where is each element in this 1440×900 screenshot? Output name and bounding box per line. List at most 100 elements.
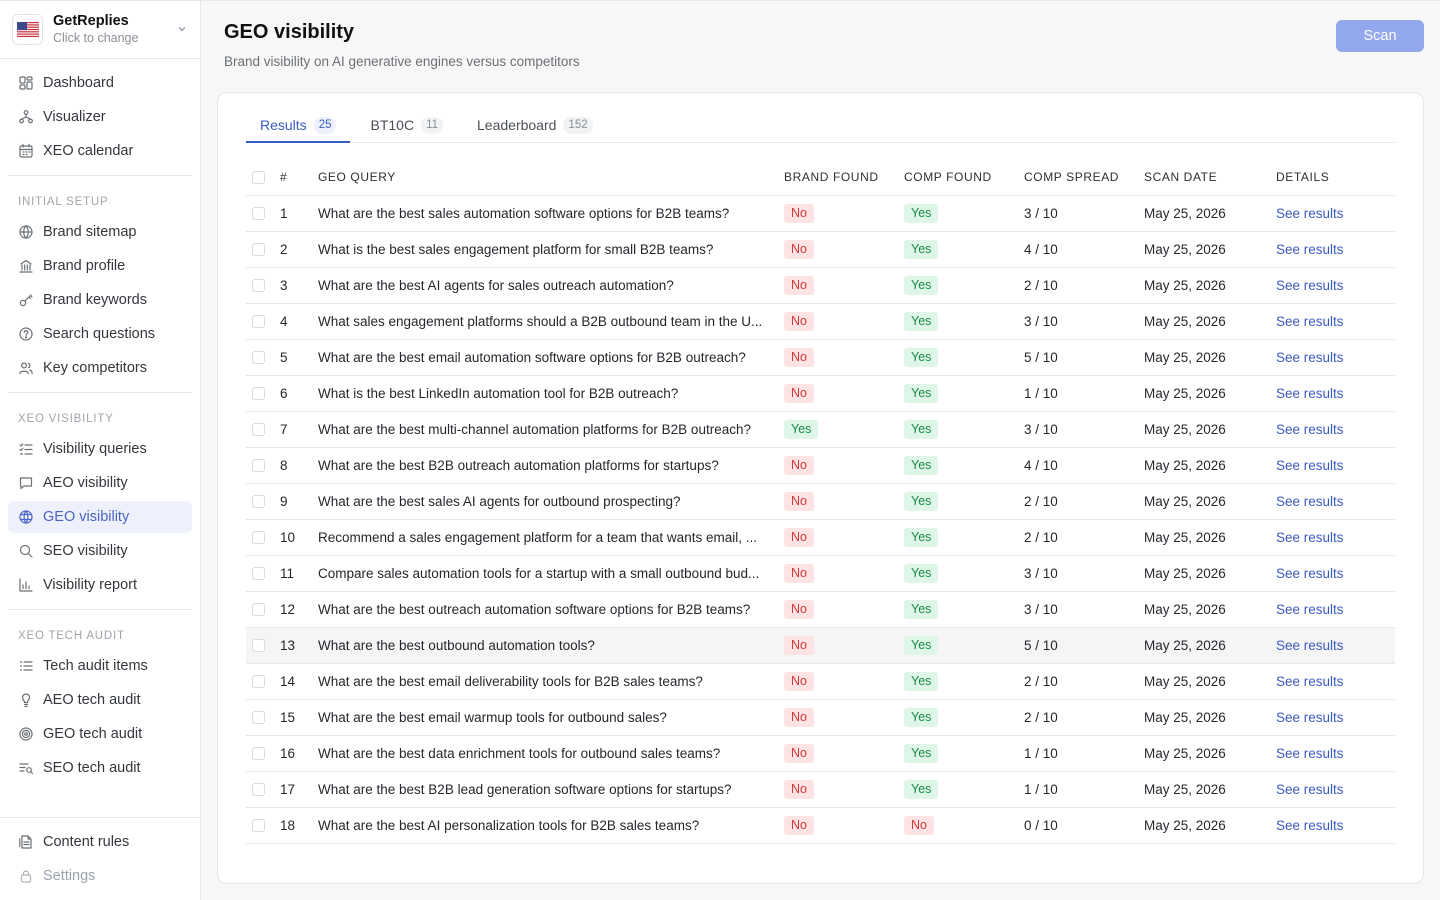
sidebar-item-content-rules[interactable]: Content rules: [8, 826, 192, 858]
results-table-wrap[interactable]: # GEO QUERY BRAND FOUND COMP FOUND COMP …: [246, 159, 1395, 855]
table-row[interactable]: 18 What are the best AI personalization t…: [246, 807, 1395, 844]
see-results-link[interactable]: See results: [1276, 637, 1344, 653]
workspace-switcher[interactable]: GetReplies Click to change: [0, 1, 200, 59]
see-results-link[interactable]: See results: [1276, 457, 1344, 473]
workspace-name: GetReplies: [53, 13, 129, 29]
table-row[interactable]: 1 What are the best sales automation soft…: [246, 195, 1395, 232]
sidebar-item-aeo-visibility[interactable]: AEO visibility: [8, 467, 192, 499]
see-results-link[interactable]: See results: [1276, 673, 1344, 689]
row-checkbox[interactable]: [252, 531, 265, 545]
sidebar-item-search-questions[interactable]: Search questions: [8, 318, 192, 350]
sidebar-item-key-competitors[interactable]: Key competitors: [8, 352, 192, 384]
table-row[interactable]: 14 What are the best email deliverability…: [246, 663, 1395, 700]
column-header-query[interactable]: GEO QUERY: [318, 159, 784, 196]
see-results-link[interactable]: See results: [1276, 529, 1344, 545]
row-checkbox[interactable]: [252, 387, 265, 401]
sidebar-item-brand-keywords[interactable]: Brand keywords: [8, 284, 192, 316]
sidebar-item-brand-sitemap[interactable]: Brand sitemap: [8, 216, 192, 248]
table-row[interactable]: 3 What are the best AI agents for sales o…: [246, 267, 1395, 304]
comp-spread-cell: 2 / 10: [1024, 699, 1144, 736]
sidebar-item-brand-profile[interactable]: Brand profile: [8, 250, 192, 282]
sidebar-item-geo-visibility[interactable]: GEO visibility: [8, 501, 192, 533]
row-checkbox[interactable]: [252, 423, 265, 437]
table-row[interactable]: 9 What are the best sales AI agents for o…: [246, 483, 1395, 520]
table-row[interactable]: 4 What sales engagement platforms should …: [246, 303, 1395, 340]
see-results-link[interactable]: See results: [1276, 349, 1344, 365]
comp-found-badge: Yes: [904, 347, 939, 367]
scan-date-cell: May 25, 2026: [1144, 483, 1276, 520]
see-results-link[interactable]: See results: [1276, 817, 1344, 833]
sidebar-item-visibility-report[interactable]: Visibility report: [8, 569, 192, 601]
tab-bt10c[interactable]: BT10C 11: [356, 115, 457, 143]
see-results-link[interactable]: See results: [1276, 421, 1344, 437]
row-checkbox[interactable]: [252, 495, 265, 509]
see-results-link[interactable]: See results: [1276, 241, 1344, 257]
geo-query-cell: What are the best outbound automation to…: [318, 627, 784, 664]
sidebar-item-visibility-queries[interactable]: Visibility queries: [8, 433, 192, 465]
sidebar-item-dashboard[interactable]: Dashboard: [8, 67, 192, 99]
row-checkbox[interactable]: [252, 351, 265, 365]
table-row[interactable]: 16 What are the best data enrichment tool…: [246, 735, 1395, 772]
sidebar-item-visualizer[interactable]: Visualizer: [8, 101, 192, 133]
scan-button[interactable]: Scan: [1336, 20, 1424, 52]
brand-found-badge: No: [784, 527, 814, 547]
table-row[interactable]: 10 Recommend a sales engagement platform …: [246, 519, 1395, 556]
sidebar-item-label: GEO tech audit: [43, 726, 143, 742]
row-checkbox[interactable]: [252, 783, 265, 797]
scan-date-cell: May 25, 2026: [1144, 771, 1276, 808]
row-checkbox[interactable]: [252, 639, 265, 653]
see-results-link[interactable]: See results: [1276, 565, 1344, 581]
sidebar-section-title: XEO TECH AUDIT: [18, 630, 125, 642]
row-checkbox[interactable]: [252, 279, 265, 293]
row-checkbox[interactable]: [252, 567, 265, 581]
geo-query-cell: What are the best sales AI agents for ou…: [318, 483, 784, 520]
see-results-link[interactable]: See results: [1276, 277, 1344, 293]
sidebar-item-tech-audit-items[interactable]: Tech audit items: [8, 650, 192, 682]
scan-date-cell: May 25, 2026: [1144, 195, 1276, 232]
row-checkbox[interactable]: [252, 675, 265, 689]
tab-leaderboard[interactable]: Leaderboard 152: [463, 115, 607, 143]
table-row[interactable]: 15 What are the best email warmup tools f…: [246, 699, 1395, 736]
see-results-link[interactable]: See results: [1276, 601, 1344, 617]
sidebar-item-seo-visibility[interactable]: SEO visibility: [8, 535, 192, 567]
column-header-comp-spread[interactable]: COMP SPREAD: [1024, 159, 1144, 196]
tab-results[interactable]: Results 25: [246, 115, 351, 143]
sidebar-item-xeo-calendar[interactable]: XEO calendar: [8, 135, 192, 167]
see-results-link[interactable]: See results: [1276, 313, 1344, 329]
row-checkbox[interactable]: [252, 459, 265, 473]
row-checkbox[interactable]: [252, 711, 265, 725]
row-checkbox[interactable]: [252, 603, 265, 617]
column-header-scan-date[interactable]: SCAN DATE: [1144, 159, 1276, 196]
row-number: 16: [280, 735, 318, 772]
table-row[interactable]: 5 What are the best email automation soft…: [246, 339, 1395, 376]
see-results-link[interactable]: See results: [1276, 385, 1344, 401]
comp-found-badge: Yes: [904, 563, 939, 583]
table-row[interactable]: 2 What is the best sales engagement platf…: [246, 231, 1395, 268]
row-checkbox[interactable]: [252, 819, 265, 833]
column-header-comp-found[interactable]: COMP FOUND: [904, 159, 1024, 196]
select-all-checkbox[interactable]: [252, 170, 265, 184]
sidebar-item-seo-tech-audit[interactable]: SEO tech audit: [8, 752, 192, 784]
row-checkbox[interactable]: [252, 243, 265, 257]
table-row[interactable]: 12 What are the best outreach automation …: [246, 591, 1395, 628]
see-results-link[interactable]: See results: [1276, 493, 1344, 509]
sidebar-item-aeo-tech-audit[interactable]: AEO tech audit: [8, 684, 192, 716]
table-row[interactable]: 17 What are the best B2B lead generation …: [246, 771, 1395, 808]
see-results-link[interactable]: See results: [1276, 781, 1344, 797]
table-row[interactable]: 13 What are the best outbound automation …: [246, 627, 1395, 664]
table-row[interactable]: 7 What are the best multi-channel automat…: [246, 411, 1395, 448]
sidebar-item-geo-tech-audit[interactable]: GEO tech audit: [8, 718, 192, 750]
table-row[interactable]: 6 What is the best LinkedIn automation to…: [246, 375, 1395, 412]
table-row[interactable]: 11 Compare sales automation tools for a s…: [246, 555, 1395, 592]
row-number: 3: [280, 267, 318, 304]
see-results-link[interactable]: See results: [1276, 205, 1344, 221]
see-results-link[interactable]: See results: [1276, 745, 1344, 761]
column-header-brand-found[interactable]: BRAND FOUND: [784, 159, 904, 196]
row-checkbox[interactable]: [252, 747, 265, 761]
sidebar-item-settings[interactable]: Settings: [8, 860, 192, 892]
row-checkbox[interactable]: [252, 315, 265, 329]
row-checkbox[interactable]: [252, 207, 265, 221]
table-row[interactable]: 8 What are the best B2B outreach automati…: [246, 447, 1395, 484]
see-results-link[interactable]: See results: [1276, 709, 1344, 725]
sidebar-item-label: XEO calendar: [43, 143, 134, 159]
